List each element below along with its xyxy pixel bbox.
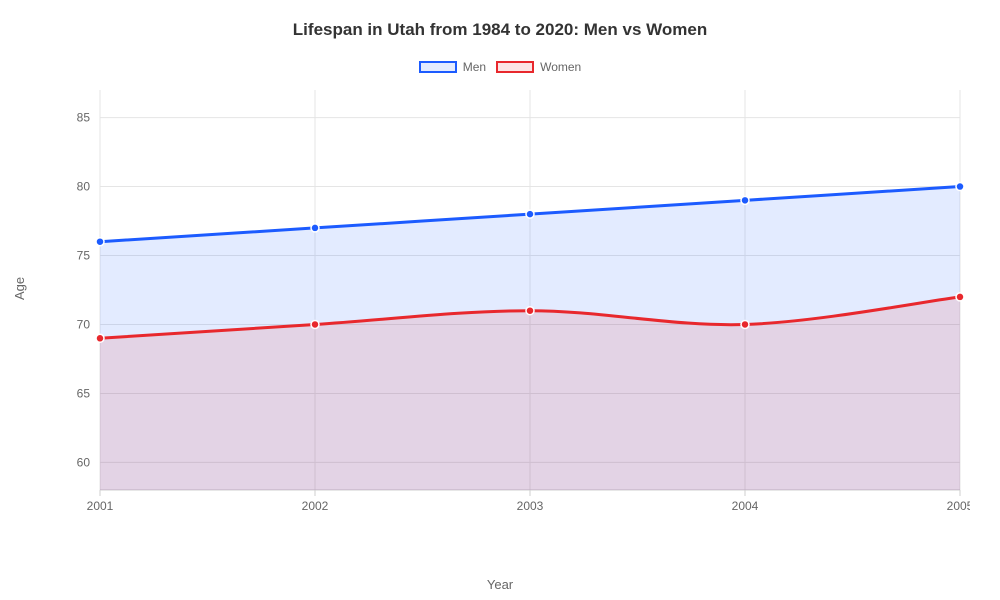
legend-item-women: Women — [496, 60, 581, 74]
legend-swatch-men — [419, 61, 457, 73]
svg-text:2005: 2005 — [947, 499, 970, 513]
y-axis-label: Age — [12, 277, 27, 300]
legend-swatch-women — [496, 61, 534, 73]
svg-text:2003: 2003 — [517, 499, 544, 513]
svg-text:2004: 2004 — [732, 499, 759, 513]
legend-label-men: Men — [463, 60, 486, 74]
x-axis-label: Year — [0, 577, 1000, 592]
svg-text:85: 85 — [77, 111, 91, 125]
svg-text:75: 75 — [77, 249, 91, 263]
legend-label-women: Women — [540, 60, 581, 74]
legend-item-men: Men — [419, 60, 486, 74]
legend: Men Women — [0, 60, 1000, 74]
svg-text:2002: 2002 — [302, 499, 329, 513]
svg-text:80: 80 — [77, 180, 91, 194]
chart-title: Lifespan in Utah from 1984 to 2020: Men … — [0, 0, 1000, 40]
svg-text:60: 60 — [77, 455, 91, 469]
chart-container: Lifespan in Utah from 1984 to 2020: Men … — [0, 0, 1000, 600]
svg-text:65: 65 — [77, 386, 91, 400]
plot-area: 60 65 70 75 80 85 2001 2002 2003 2004 2005 — [60, 80, 970, 530]
svg-text:70: 70 — [77, 317, 91, 331]
svg-text:2001: 2001 — [87, 499, 114, 513]
chart-svg: 60 65 70 75 80 85 2001 2002 2003 2004 2005 — [60, 80, 970, 530]
